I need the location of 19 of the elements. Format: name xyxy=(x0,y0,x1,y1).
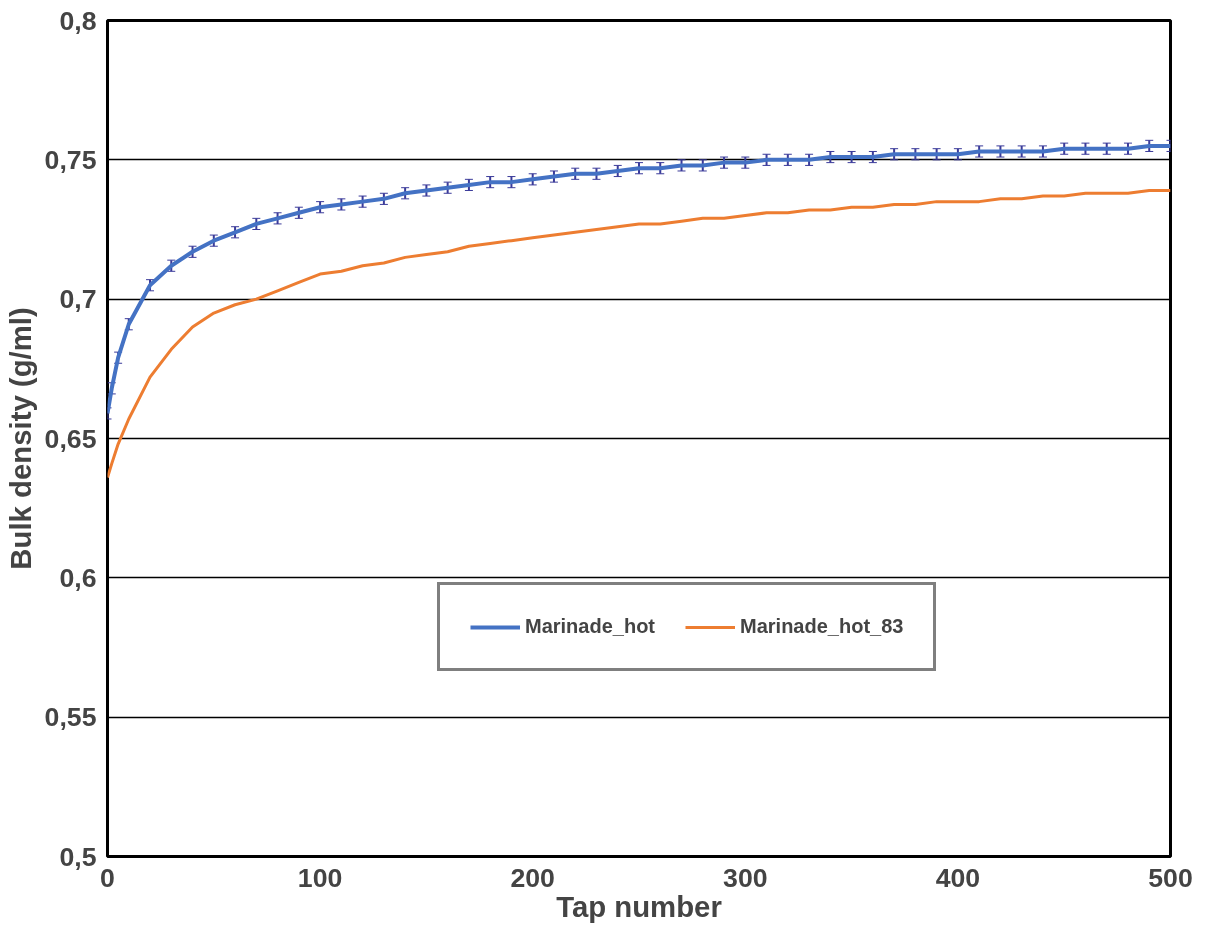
y-tick-label: 0,8 xyxy=(59,5,97,36)
y-tick-label: 0,6 xyxy=(59,562,97,593)
legend-label: Marinade_hot_83 xyxy=(740,615,904,638)
x-tick-label: 400 xyxy=(935,862,981,893)
line-series xyxy=(107,143,1171,416)
y-tick-label: 0,65 xyxy=(44,423,97,454)
y-tick-label: 0,75 xyxy=(44,144,97,175)
legend-label: Marinade_hot xyxy=(525,615,656,638)
y-tick-label: 0,5 xyxy=(59,841,97,872)
line-series xyxy=(107,188,1171,480)
x-tick-label: 300 xyxy=(723,862,768,893)
x-axis-title: Tap number xyxy=(556,889,722,923)
x-tick-label: 0 xyxy=(100,862,115,893)
x-tick-label: 500 xyxy=(1148,862,1193,893)
x-tick-label: 100 xyxy=(297,862,343,893)
x-tick-label: 200 xyxy=(510,862,555,893)
y-tick-label: 0,55 xyxy=(44,702,97,733)
y-tick-label: 0,7 xyxy=(59,284,97,315)
y-axis-title: Bulk density (g/ml) xyxy=(3,307,37,570)
